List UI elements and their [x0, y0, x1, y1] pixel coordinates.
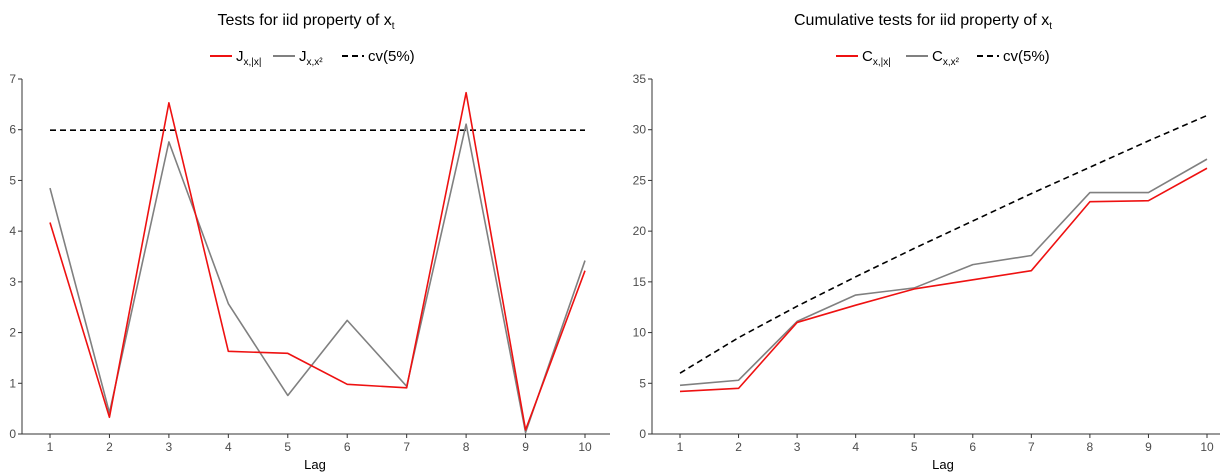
x-tick-label: 2 [735, 440, 742, 454]
y-tick-label: 5 [639, 376, 646, 390]
y-tick-label: 15 [633, 275, 647, 289]
y-tick-label: 5 [9, 173, 16, 187]
x-tick-label: 3 [794, 440, 801, 454]
legend-left-label-3: cv(5%) [368, 48, 415, 65]
x-tick-label: 6 [344, 440, 351, 454]
chart-right: Cumulative tests for iid property of xt … [633, 12, 1220, 472]
x-tick-label: 7 [403, 440, 410, 454]
y-tick-label: 30 [633, 123, 647, 137]
y-tick-label: 0 [639, 427, 646, 441]
x-tick-label: 7 [1028, 440, 1035, 454]
chart-left-xlabel: Lag [304, 457, 326, 472]
x-tick-label: 1 [677, 440, 684, 454]
legend-right-label-2: Cx,x² [932, 48, 960, 68]
x-tick-label: 4 [852, 440, 859, 454]
y-tick-label: 35 [633, 72, 647, 86]
x-tick-label: 5 [284, 440, 291, 454]
legend-left-label-2: Jx,x² [299, 48, 323, 68]
y-tick-label: 4 [9, 224, 16, 238]
chart-left-plot: 0 1 2 3 4 5 6 7 1 2 3 4 5 6 7 8 9 10 [9, 72, 610, 454]
y-tick-label: 3 [9, 275, 16, 289]
series-line-left-1 [49, 91, 586, 431]
x-tick-label: 10 [578, 440, 592, 454]
x-tick-label: 9 [522, 440, 529, 454]
series-line-right-cv [679, 114, 1208, 374]
x-tick-label: 8 [1087, 440, 1094, 454]
chart-left-legend: Jx,|x| Jx,x² cv(5%) [210, 48, 415, 68]
y-tick-label: 0 [9, 427, 16, 441]
chart-right-xlabel: Lag [932, 457, 954, 472]
series-line-right-1 [679, 167, 1208, 393]
legend-right-label-3: cv(5%) [1003, 48, 1050, 65]
chart-left: Tests for iid property of xt Jx,|x| Jx,x… [9, 12, 610, 472]
chart-right-plot: 0 5 10 15 20 25 30 35 1 2 3 4 5 6 7 8 9 10 [633, 72, 1220, 454]
x-tick-label: 5 [911, 440, 918, 454]
chart-left-title: Tests for iid property of xt [217, 12, 394, 32]
x-tick-label: 10 [1200, 440, 1214, 454]
y-tick-label: 20 [633, 224, 647, 238]
series-line-left-2 [49, 123, 586, 434]
y-tick-label: 1 [9, 376, 16, 390]
y-tick-label: 10 [633, 326, 647, 340]
y-tick-label: 25 [633, 173, 647, 187]
x-tick-label: 1 [47, 440, 54, 454]
x-tick-label: 2 [106, 440, 113, 454]
x-tick-label: 8 [463, 440, 470, 454]
chart-right-title: Cumulative tests for iid property of xt [794, 12, 1052, 32]
x-tick-label: 4 [225, 440, 232, 454]
y-tick-label: 2 [9, 326, 16, 340]
chart-right-legend: Cx,|x| Cx,x² cv(5%) [836, 48, 1050, 68]
legend-left-label-1: Jx,|x| [236, 48, 261, 68]
y-tick-label: 6 [9, 123, 16, 137]
x-tick-label: 6 [969, 440, 976, 454]
x-tick-label: 3 [166, 440, 173, 454]
legend-right-label-1: Cx,|x| [862, 48, 891, 68]
x-tick-label: 9 [1145, 440, 1152, 454]
series-line-right-2 [679, 158, 1208, 387]
y-tick-label: 7 [9, 72, 16, 86]
